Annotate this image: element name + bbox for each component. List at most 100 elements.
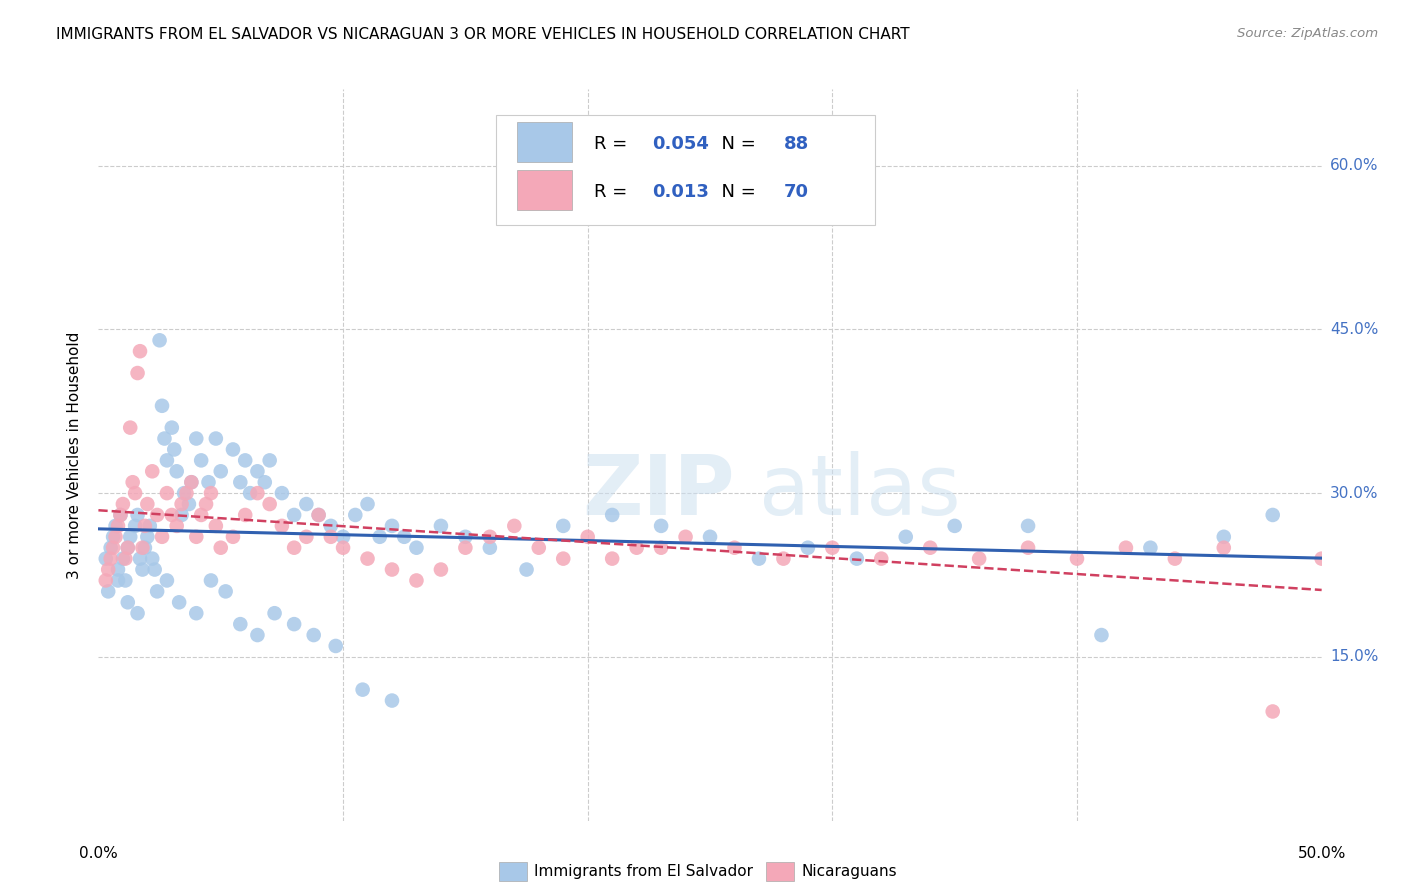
Point [222, 530, 245, 544]
Point [186, 432, 208, 446]
Point [131, 541, 153, 555]
Point [205, 519, 228, 533]
Point [104, 530, 127, 544]
Text: 15.0%: 15.0% [1330, 649, 1378, 665]
Point [515, 563, 537, 577]
Point [200, 574, 222, 588]
Point [967, 551, 990, 566]
Point [344, 508, 367, 522]
Point [650, 541, 672, 555]
Point [352, 682, 374, 697]
Point [120, 420, 142, 434]
Point [100, 551, 122, 566]
Point [748, 551, 770, 566]
Point [600, 508, 623, 522]
Point [381, 693, 404, 707]
Point [200, 486, 222, 500]
Point [111, 551, 134, 566]
Point [1090, 628, 1112, 642]
Point [176, 486, 198, 500]
Point [332, 541, 354, 555]
Text: Source: ZipAtlas.com: Source: ZipAtlas.com [1237, 27, 1378, 40]
Point [173, 486, 195, 500]
Point [101, 541, 124, 555]
Point [150, 399, 173, 413]
Point [295, 530, 318, 544]
Point [405, 541, 427, 555]
Point [153, 432, 176, 446]
Point [229, 475, 252, 490]
Point [295, 497, 318, 511]
Point [430, 519, 453, 533]
Point [246, 486, 269, 500]
Point [134, 519, 156, 533]
Point [117, 595, 139, 609]
Text: atlas: atlas [759, 451, 960, 532]
Point [454, 530, 477, 544]
Point [405, 574, 427, 588]
Point [870, 551, 893, 566]
Point [1115, 541, 1137, 555]
Point [283, 617, 305, 632]
Point [190, 508, 212, 522]
Point [325, 639, 347, 653]
Point [127, 366, 149, 380]
Point [127, 508, 149, 522]
Text: 30.0%: 30.0% [1330, 485, 1378, 500]
Point [368, 530, 391, 544]
Point [1139, 541, 1161, 555]
Point [205, 432, 228, 446]
Point [107, 519, 129, 533]
Text: 0.0%: 0.0% [79, 846, 118, 861]
Point [553, 519, 575, 533]
Point [699, 530, 721, 544]
Text: Immigrants from El Salvador: Immigrants from El Salvador [534, 864, 754, 879]
Point [1017, 519, 1039, 533]
Point [114, 574, 136, 588]
Point [121, 475, 143, 490]
Point [170, 497, 193, 511]
Text: R =: R = [593, 183, 633, 201]
Point [146, 584, 169, 599]
Text: 50.0%: 50.0% [1298, 846, 1346, 861]
Point [308, 508, 330, 522]
Point [209, 464, 232, 478]
Point [1261, 508, 1284, 522]
Point [197, 475, 219, 490]
FancyBboxPatch shape [517, 122, 572, 162]
Point [797, 541, 820, 555]
Point [920, 541, 942, 555]
Point [845, 551, 868, 566]
Point [127, 606, 149, 620]
Text: N =: N = [710, 135, 762, 153]
Point [117, 541, 139, 555]
Point [104, 519, 127, 533]
Point [283, 508, 305, 522]
Point [107, 563, 129, 577]
Y-axis label: 3 or more Vehicles in Household: 3 or more Vehicles in Household [67, 331, 83, 579]
Point [1212, 530, 1234, 544]
Point [131, 563, 153, 577]
Point [134, 541, 156, 555]
Point [129, 344, 152, 359]
Point [180, 475, 202, 490]
Text: ZIP: ZIP [582, 451, 734, 532]
Point [319, 530, 342, 544]
Point [120, 530, 142, 544]
Point [283, 541, 305, 555]
Point [166, 519, 188, 533]
Point [1261, 705, 1284, 719]
Point [894, 530, 917, 544]
Text: 45.0%: 45.0% [1330, 322, 1378, 337]
Point [478, 541, 501, 555]
Point [190, 453, 212, 467]
Point [527, 541, 550, 555]
Point [186, 606, 208, 620]
Point [110, 508, 132, 522]
Point [626, 541, 648, 555]
Point [308, 508, 330, 522]
Point [114, 551, 136, 566]
Point [222, 442, 245, 457]
Point [149, 333, 172, 347]
Point [259, 497, 281, 511]
